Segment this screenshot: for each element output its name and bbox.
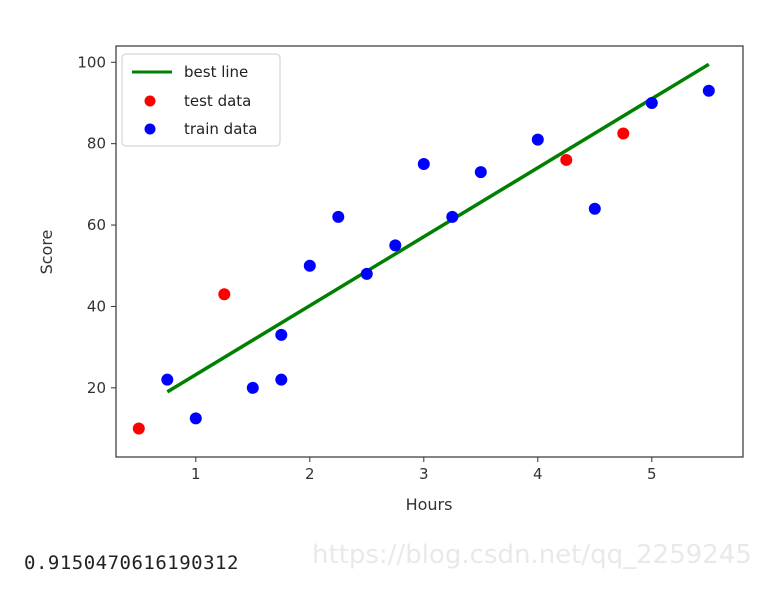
- train-data-point: [446, 210, 459, 223]
- y-tick-label: 80: [87, 135, 106, 153]
- x-tick-label: 3: [419, 465, 429, 483]
- legend-train-data-label: train data: [184, 120, 257, 138]
- legend-box: [121, 53, 281, 147]
- score-output: 0.9150470616190312: [24, 552, 239, 574]
- x-tick-label: 4: [533, 465, 543, 483]
- train-data-point: [189, 412, 202, 425]
- y-tick-label: 20: [87, 379, 106, 397]
- test-data-point: [617, 127, 630, 140]
- train-data-point: [531, 133, 544, 146]
- train-data-point: [702, 84, 715, 97]
- train-data-point: [417, 158, 430, 171]
- y-tick-label: 40: [87, 297, 106, 315]
- legend-train-data-swatch: [144, 123, 156, 135]
- scatter-chart: 1 2 3 4 5 20 40 60 80 100 Hours Score best line t…: [37, 45, 744, 514]
- x-axis-label: Hours: [406, 495, 453, 514]
- train-data-point: [474, 166, 487, 179]
- legend-best-line-label: best line: [184, 63, 248, 81]
- legend-test-data-label: test data: [184, 92, 251, 110]
- x-tick-label: 2: [305, 465, 315, 483]
- y-tick-label: 60: [87, 216, 106, 234]
- legend-test-data-swatch: [144, 95, 156, 107]
- train-data-point: [645, 96, 658, 109]
- best-line-layer: [166, 62, 710, 394]
- train-data-point: [246, 381, 259, 394]
- train-data-point: [161, 373, 174, 386]
- y-tick-label: 100: [77, 53, 106, 71]
- legend: best line test data train data: [121, 53, 281, 147]
- test-data-point: [132, 422, 145, 435]
- best-line: [166, 62, 710, 394]
- train-data-point: [389, 239, 402, 252]
- test-data-point: [218, 288, 231, 301]
- train-data-point: [275, 328, 288, 341]
- train-data-point: [588, 202, 601, 215]
- x-tick-label: 5: [647, 465, 657, 483]
- train-data-point: [360, 267, 373, 280]
- points-layer: [132, 84, 715, 435]
- watermark: https://blog.csdn.net/qq_2259245: [312, 540, 752, 570]
- train-data-point: [275, 373, 288, 386]
- test-data-point: [560, 153, 573, 166]
- y-axis-label: Score: [37, 230, 56, 275]
- train-data-point: [303, 259, 316, 272]
- train-data-point: [332, 210, 345, 223]
- x-tick-label: 1: [191, 465, 201, 483]
- axis-ticks: 1 2 3 4 5 20 40 60 80 100: [77, 53, 656, 483]
